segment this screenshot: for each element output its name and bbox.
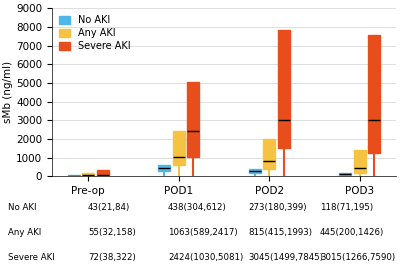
Bar bbox=[97, 171, 108, 176]
Bar bbox=[278, 30, 290, 148]
Y-axis label: sMb (ng/ml): sMb (ng/ml) bbox=[3, 61, 13, 123]
Text: 438(304,612): 438(304,612) bbox=[168, 203, 227, 212]
Text: 55(32,158): 55(32,158) bbox=[88, 228, 136, 237]
Text: Any AKI: Any AKI bbox=[8, 228, 41, 237]
Text: 43(21,84): 43(21,84) bbox=[88, 203, 130, 212]
Bar bbox=[354, 150, 366, 173]
Text: 1063(589,2417): 1063(589,2417) bbox=[168, 228, 238, 237]
Text: 273(180,399): 273(180,399) bbox=[248, 203, 306, 212]
Bar bbox=[263, 139, 275, 169]
Bar bbox=[368, 35, 380, 153]
Text: 3015(1266,7590): 3015(1266,7590) bbox=[320, 253, 395, 262]
Text: 2424(1030,5081): 2424(1030,5081) bbox=[168, 253, 243, 262]
Bar bbox=[82, 173, 94, 176]
Text: 815(415,1993): 815(415,1993) bbox=[248, 228, 312, 237]
Text: 445(200,1426): 445(200,1426) bbox=[320, 228, 384, 237]
Text: 118(71,195): 118(71,195) bbox=[320, 203, 373, 212]
Bar bbox=[68, 175, 80, 176]
Text: No AKI: No AKI bbox=[8, 203, 36, 212]
Text: 72(38,322): 72(38,322) bbox=[88, 253, 136, 262]
Bar bbox=[249, 169, 261, 173]
Text: 3045(1499,7845): 3045(1499,7845) bbox=[248, 253, 323, 262]
Bar bbox=[173, 131, 185, 165]
Bar bbox=[340, 173, 351, 175]
Bar bbox=[187, 81, 199, 157]
Bar bbox=[158, 165, 170, 171]
Text: Severe AKI: Severe AKI bbox=[8, 253, 55, 262]
Legend: No AKI, Any AKI, Severe AKI: No AKI, Any AKI, Severe AKI bbox=[57, 13, 133, 53]
